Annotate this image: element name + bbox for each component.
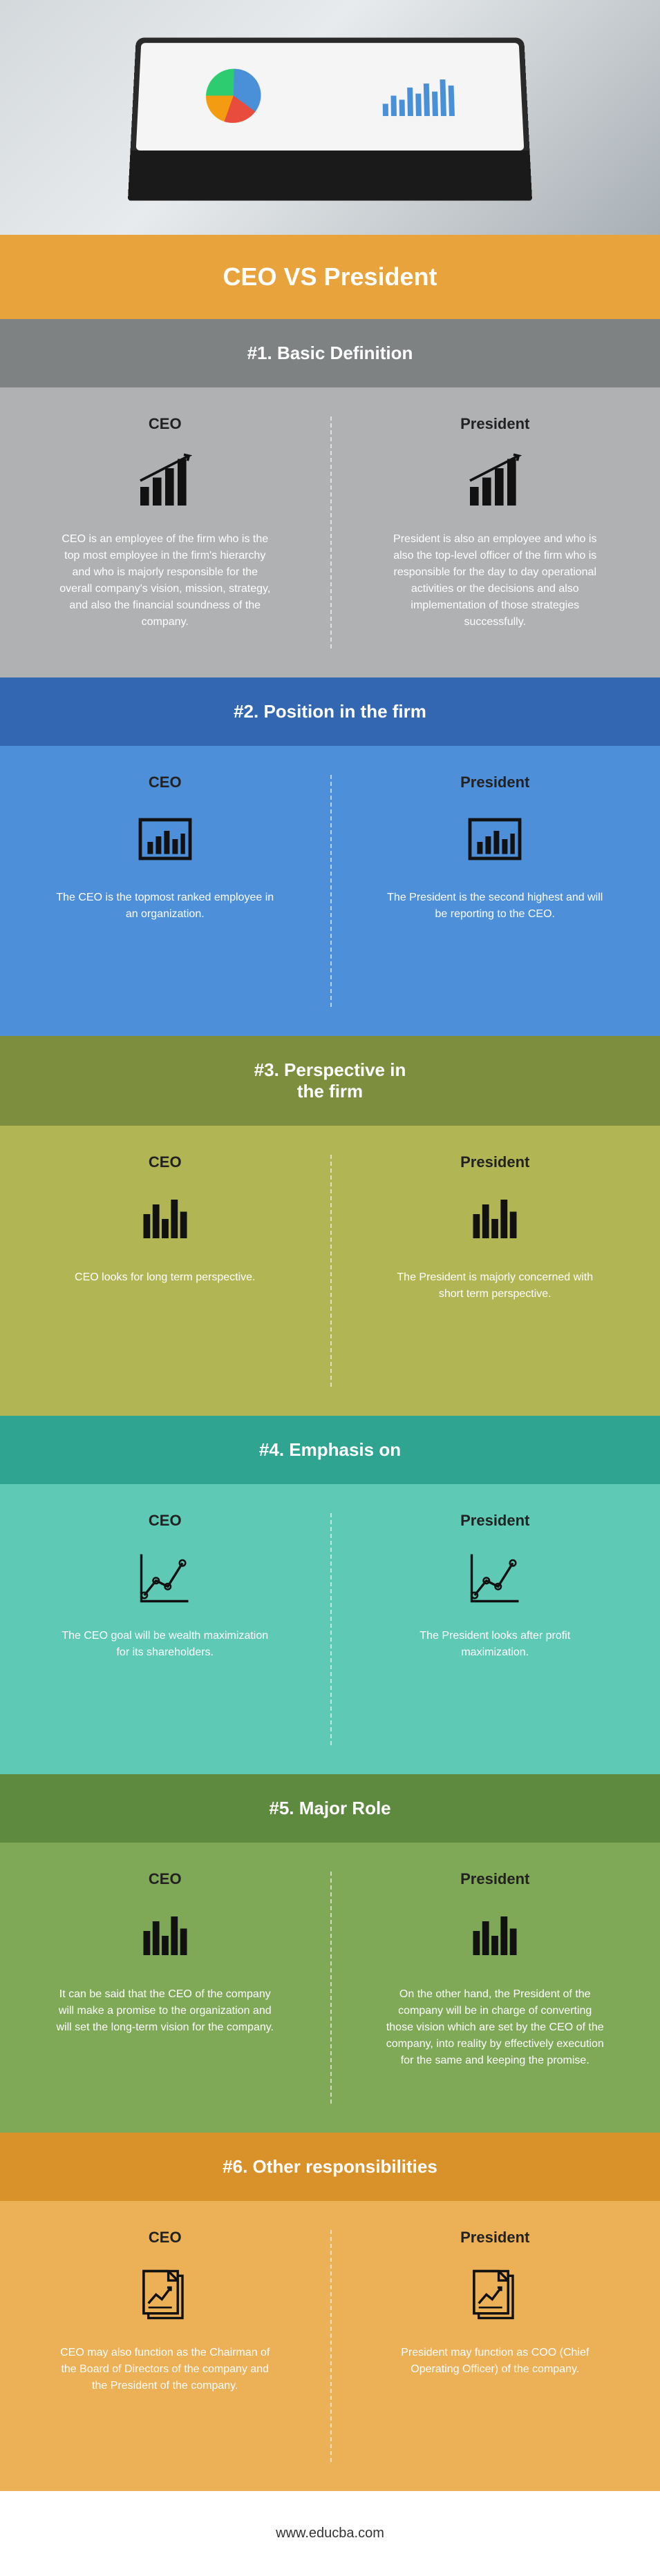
- section-4-ceo-text: The CEO goal will be wealth maximization…: [55, 1628, 276, 1661]
- section-2-president-icon: [464, 808, 526, 870]
- section-2-ceo-icon: [134, 808, 196, 870]
- section-2-header: #2. Position in the firm: [0, 677, 660, 746]
- president-label: President: [460, 1153, 529, 1171]
- divider: [330, 775, 332, 1007]
- ceo-label: CEO: [149, 1870, 182, 1888]
- section-2-body: CEO The CEO is the topmost ranked employ…: [0, 746, 660, 1036]
- section-5-president-col: President On the other hand, the Preside…: [330, 1843, 660, 2133]
- section-6-president-icon: [464, 2263, 526, 2325]
- divider: [330, 2230, 332, 2462]
- section-2-ceo-col: CEO The CEO is the topmost ranked employ…: [0, 746, 330, 1036]
- section-6-ceo-col: CEO CEO may also function as the Chairma…: [0, 2201, 330, 2491]
- section-5-body: CEO It can be said that the CEO of the c…: [0, 1843, 660, 2133]
- section-3-body: CEO CEO looks for long term perspective.…: [0, 1126, 660, 1416]
- section-2-ceo-text: The CEO is the topmost ranked employee i…: [55, 890, 276, 923]
- president-label: President: [460, 1870, 529, 1888]
- section-1-body: CEO CEO is an employee of the firm who i…: [0, 387, 660, 677]
- section-4-header: #4. Emphasis on: [0, 1416, 660, 1484]
- section-3-ceo-text: CEO looks for long term perspective.: [75, 1269, 255, 1286]
- president-label: President: [460, 415, 529, 433]
- divider: [330, 416, 332, 648]
- section-4-president-text: The President looks after profit maximiz…: [384, 1628, 605, 1661]
- section-3-president-text: The President is majorly concerned with …: [384, 1269, 605, 1303]
- laptop-graphic: [128, 38, 532, 201]
- section-1-president-text: President is also an employee and who is…: [384, 531, 605, 631]
- divider: [330, 1513, 332, 1745]
- section-3-header: #3. Perspective in the firm: [0, 1036, 660, 1126]
- ceo-label: CEO: [149, 1153, 182, 1171]
- section-5-ceo-icon: [134, 1905, 196, 1967]
- section-6-header: #6. Other responsibilities: [0, 2133, 660, 2201]
- section-6-ceo-text: CEO may also function as the Chairman of…: [55, 2345, 276, 2394]
- divider: [330, 1155, 332, 1387]
- section-5-president-icon: [464, 1905, 526, 1967]
- section-4-ceo-col: CEO The CEO goal will be wealth maximiza…: [0, 1484, 330, 1774]
- section-5-president-text: On the other hand, the President of the …: [384, 1986, 605, 2069]
- section-4-president-icon: [464, 1546, 526, 1608]
- divider: [330, 1872, 332, 2104]
- section-5-ceo-text: It can be said that the CEO of the compa…: [55, 1986, 276, 2036]
- section-3-president-icon: [464, 1188, 526, 1250]
- ceo-label: CEO: [149, 1512, 182, 1530]
- main-title: CEO VS President: [0, 235, 660, 319]
- ceo-label: CEO: [149, 773, 182, 791]
- section-2-president-text: The President is the second highest and …: [384, 890, 605, 923]
- section-6-president-text: President may function as COO (Chief Ope…: [384, 2345, 605, 2378]
- section-1-ceo-text: CEO is an employee of the firm who is th…: [55, 531, 276, 631]
- section-4-ceo-icon: [134, 1546, 196, 1608]
- footer-url: www.educba.com: [0, 2491, 660, 2576]
- section-3-ceo-col: CEO CEO looks for long term perspective.: [0, 1126, 330, 1416]
- section-3-ceo-icon: [134, 1188, 196, 1250]
- section-4-body: CEO The CEO goal will be wealth maximiza…: [0, 1484, 660, 1774]
- president-label: President: [460, 2229, 529, 2247]
- section-1-president-col: President President is also an employee …: [330, 387, 660, 677]
- president-label: President: [460, 773, 529, 791]
- section-3-president-col: President The President is majorly conce…: [330, 1126, 660, 1416]
- hero-image: [0, 0, 660, 235]
- section-5-header: #5. Major Role: [0, 1774, 660, 1843]
- section-5-ceo-col: CEO It can be said that the CEO of the c…: [0, 1843, 330, 2133]
- section-1-header: #1. Basic Definition: [0, 319, 660, 387]
- section-2-president-col: President The President is the second hi…: [330, 746, 660, 1036]
- section-1-ceo-icon: [134, 450, 196, 512]
- section-6-president-col: President President may function as COO …: [330, 2201, 660, 2491]
- section-4-president-col: President The President looks after prof…: [330, 1484, 660, 1774]
- section-1-president-icon: [464, 450, 526, 512]
- section-1-ceo-col: CEO CEO is an employee of the firm who i…: [0, 387, 330, 677]
- ceo-label: CEO: [149, 2229, 182, 2247]
- section-6-ceo-icon: [134, 2263, 196, 2325]
- president-label: President: [460, 1512, 529, 1530]
- ceo-label: CEO: [149, 415, 182, 433]
- section-6-body: CEO CEO may also function as the Chairma…: [0, 2201, 660, 2491]
